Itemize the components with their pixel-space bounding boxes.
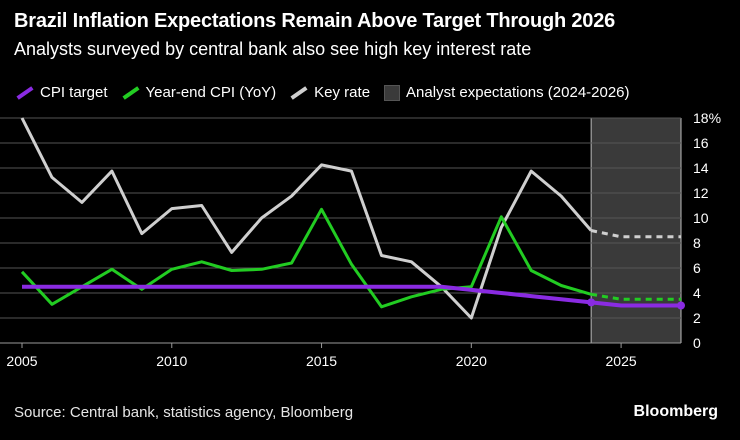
y-tick-label-14: 14 — [693, 160, 709, 176]
chart-title: Brazil Inflation Expectations Remain Abo… — [14, 10, 616, 32]
y-tick-label-10: 10 — [693, 210, 709, 226]
legend-swatch-key-rate — [290, 85, 308, 100]
series-layer — [20, 117, 685, 320]
y-tick-label-18: 18% — [693, 110, 721, 126]
legend-label-expectations: Analyst expectations (2024-2026) — [406, 84, 630, 101]
x-tick-label-2010: 2010 — [156, 353, 187, 369]
gridlines — [0, 117, 681, 344]
y-tick-label-16: 16 — [693, 135, 709, 151]
legend: CPI target Year-end CPI (YoY) Key rate A… — [16, 84, 630, 101]
x-tick-label-2005: 2005 — [6, 353, 37, 369]
expectations-band-layer — [590, 118, 682, 343]
series-line-cpi-target — [22, 284, 681, 308]
y-tick-label-0: 0 — [693, 335, 701, 351]
legend-item-cpi-target: CPI target — [16, 84, 108, 101]
legend-label-cpi-target: CPI target — [40, 84, 108, 101]
legend-swatch-yearend-cpi — [122, 85, 140, 100]
y-tick-label-6: 6 — [693, 260, 701, 276]
bloomberg-logo: Bloomberg — [633, 403, 718, 420]
series-marker-cpi-target-2027 — [677, 301, 685, 310]
legend-label-key-rate: Key rate — [314, 84, 371, 101]
x-tick-label-2025: 2025 — [606, 353, 637, 369]
x-tick-label-2015: 2015 — [306, 353, 337, 369]
x-tick-label-2020: 2020 — [456, 353, 487, 369]
chart-subtitle: Analysts surveyed by central bank also s… — [14, 39, 532, 59]
series-line-year-end-cpi-yoy — [20, 207, 592, 309]
series-marker-cpi-target-2024 — [587, 298, 596, 307]
legend-item-key-rate: Key rate — [290, 84, 370, 101]
legend-label-yearend-cpi: Year-end CPI (YoY) — [145, 84, 277, 101]
legend-swatch-cpi-target — [16, 85, 34, 100]
y-tick-label-2: 2 — [693, 310, 701, 326]
legend-item-expectations: Analyst expectations (2024-2026) — [384, 84, 630, 101]
legend-swatch-expectations — [384, 84, 401, 101]
x-axis-ticks: 2005 2010 2015 2020 2025 — [6, 343, 637, 369]
y-tick-label-12: 12 — [693, 185, 709, 201]
series-projection-key-rate — [590, 229, 681, 239]
y-tick-label-8: 8 — [693, 235, 701, 251]
source-note: Source: Central bank, statistics agency,… — [14, 404, 354, 421]
series-projection-year-end-cpi-yoy — [590, 292, 681, 301]
series-line-key-rate — [20, 117, 593, 320]
expectations-band — [591, 118, 681, 343]
line-chart: 0 2 4 6 8 10 12 14 16 18% 2005 2010 2015 2020 2025 — [0, 110, 721, 369]
y-axis-ticks: 0 2 4 6 8 10 12 14 16 18% — [693, 110, 721, 351]
y-tick-label-4: 4 — [693, 285, 701, 301]
legend-item-yearend-cpi: Year-end CPI (YoY) — [122, 84, 277, 101]
